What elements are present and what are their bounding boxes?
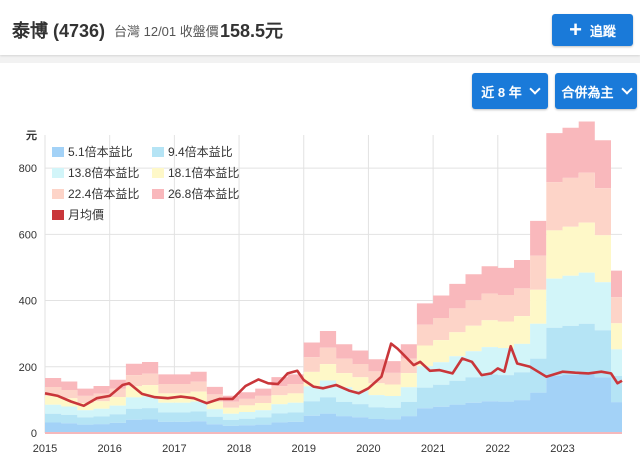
legend-swatch (152, 146, 164, 157)
x-tick-label: 2020 (356, 443, 380, 455)
y-axis-label: 元 (26, 129, 37, 142)
x-tick-label: 2022 (486, 443, 510, 455)
legend-label: 26.8倍本益比 (168, 187, 240, 201)
x-tick-label: 2016 (97, 443, 121, 455)
plus-icon: + (569, 17, 582, 42)
report-type-dropdown-label: 合併為主 (561, 84, 614, 100)
closing-price: 158.5元 (220, 21, 284, 41)
header-bar: 泰博 (4736) 台灣 12/01 收盤價 158.5元 + 追蹤 (0, 0, 640, 55)
pe-band-22.4 (45, 172, 622, 408)
legend-item[interactable]: 月均價 (52, 206, 104, 223)
legend-label: 13.8倍本益比 (68, 166, 140, 180)
legend-swatch (52, 146, 64, 157)
x-tick-label: 2017 (162, 443, 186, 455)
track-button-label: 追蹤 (589, 23, 616, 39)
y-tick-label: 400 (19, 296, 37, 308)
legend-item[interactable]: 9.4倍本益比 (152, 143, 233, 160)
y-tick-label: 0 (31, 428, 37, 440)
legend-swatch (152, 188, 164, 199)
x-tick-label: 2015 (33, 443, 57, 455)
y-tick-label: 600 (19, 229, 37, 241)
legend-label: 9.4倍本益比 (168, 145, 233, 159)
y-tick-label: 200 (19, 362, 37, 374)
pe-band-13.8 (45, 272, 622, 420)
legend-swatch (152, 167, 164, 178)
x-tick-label: 2018 (227, 443, 251, 455)
pe-band-18.1 (45, 222, 622, 414)
range-dropdown-label: 近 8 年 (481, 84, 522, 100)
pe-band-9.4 (45, 323, 622, 426)
legend-item[interactable]: 5.1倍本益比 (52, 143, 133, 160)
market-date-label: 台灣 12/01 收盤價 (114, 24, 219, 39)
report-type-dropdown[interactable]: 合併為主 (555, 73, 637, 109)
legend-label: 18.1倍本益比 (168, 166, 240, 180)
legend-item[interactable]: 18.1倍本益比 (152, 164, 239, 181)
pe-bands (45, 121, 622, 433)
legend-swatch (52, 167, 64, 178)
legend-swatch (52, 188, 64, 199)
legend-item[interactable]: 26.8倍本益比 (152, 185, 239, 202)
x-tick-label: 2023 (550, 443, 574, 455)
legend-label: 月均價 (68, 208, 105, 222)
legend-item[interactable]: 22.4倍本益比 (52, 185, 139, 202)
price-line (44, 342, 623, 408)
legend-item[interactable]: 13.8倍本益比 (52, 164, 139, 181)
x-tick-label: 2019 (292, 443, 316, 455)
x-tick-label: 2021 (421, 443, 445, 455)
legend-label: 22.4倍本益比 (68, 187, 140, 201)
monthly-price-line (44, 342, 623, 408)
stock-name: 泰博 (4736) (12, 21, 106, 41)
track-button[interactable]: + 追蹤 (552, 14, 633, 46)
legend-swatch (52, 209, 64, 220)
legend-label: 5.1倍本益比 (68, 145, 133, 159)
pe-band-26.8 (45, 121, 622, 402)
chart-axes: 0 200 400 600 800 元 2015 2016 2017 2018 2019 2020 20… (19, 129, 622, 455)
y-tick-label: 800 (19, 163, 37, 175)
range-dropdown[interactable]: 近 8 年 (472, 73, 548, 109)
pe-band-5.1 (45, 373, 622, 433)
